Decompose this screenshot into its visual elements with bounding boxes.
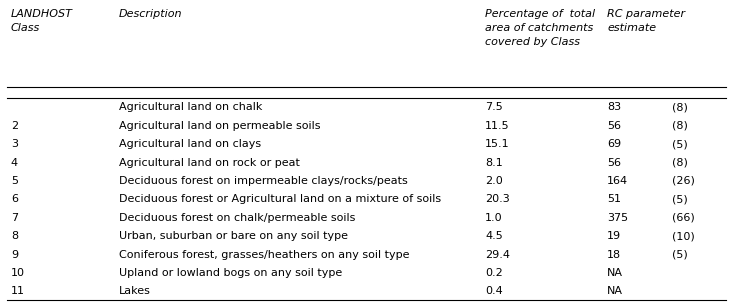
Text: Urban, suburban or bare on any soil type: Urban, suburban or bare on any soil type [119,231,347,241]
Text: 7.5: 7.5 [485,102,503,112]
Text: Deciduous forest on chalk/permeable soils: Deciduous forest on chalk/permeable soil… [119,213,355,223]
Text: (10): (10) [671,231,695,241]
Text: Deciduous forest on impermeable clays/rocks/peats: Deciduous forest on impermeable clays/ro… [119,176,408,186]
Text: 375: 375 [607,213,628,223]
Text: (8): (8) [671,158,688,167]
Text: 56: 56 [607,158,621,167]
Text: 51: 51 [607,194,621,204]
Text: 8.1: 8.1 [485,158,503,167]
Text: 164: 164 [607,176,628,186]
Text: 15.1: 15.1 [485,139,509,149]
Text: 8: 8 [11,231,18,241]
Text: 19: 19 [607,231,622,241]
Text: NA: NA [607,286,623,296]
Text: 4: 4 [11,158,18,167]
Text: 69: 69 [607,139,622,149]
Text: 20.3: 20.3 [485,194,509,204]
Text: Lakes: Lakes [119,286,150,296]
Text: 0.4: 0.4 [485,286,503,296]
Text: 4.5: 4.5 [485,231,503,241]
Text: 6: 6 [11,194,18,204]
Text: 7: 7 [11,213,18,223]
Text: Agricultural land on chalk: Agricultural land on chalk [119,102,262,112]
Text: Agricultural land on clays: Agricultural land on clays [119,139,261,149]
Text: Agricultural land on permeable soils: Agricultural land on permeable soils [119,121,320,131]
Text: 56: 56 [607,121,621,131]
Text: 18: 18 [607,249,622,259]
Text: Upland or lowland bogs on any soil type: Upland or lowland bogs on any soil type [119,268,342,278]
Text: 11: 11 [11,286,25,296]
Text: 83: 83 [607,102,622,112]
Text: (26): (26) [671,176,695,186]
Text: (5): (5) [671,249,688,259]
Text: 11.5: 11.5 [485,121,509,131]
Text: Percentage of  total
area of catchments
covered by Class: Percentage of total area of catchments c… [485,9,595,47]
Text: LANDHOST
Class: LANDHOST Class [11,9,73,33]
Text: Description: Description [119,9,183,19]
Text: 0.2: 0.2 [485,268,503,278]
Text: 10: 10 [11,268,25,278]
Text: Coniferous forest, grasses/heathers on any soil type: Coniferous forest, grasses/heathers on a… [119,249,409,259]
Text: RC parameter
estimate: RC parameter estimate [607,9,685,33]
Text: 29.4: 29.4 [485,249,510,259]
Text: (5): (5) [671,194,688,204]
Text: 2: 2 [11,121,18,131]
Text: (66): (66) [671,213,695,223]
Text: NA: NA [607,268,623,278]
Text: 1.0: 1.0 [485,213,503,223]
Text: Deciduous forest or Agricultural land on a mixture of soils: Deciduous forest or Agricultural land on… [119,194,441,204]
Text: 5: 5 [11,176,18,186]
Text: (5): (5) [671,139,688,149]
Text: (8): (8) [671,121,688,131]
Text: 2.0: 2.0 [485,176,503,186]
Text: 3: 3 [11,139,18,149]
Text: Agricultural land on rock or peat: Agricultural land on rock or peat [119,158,300,167]
Text: 9: 9 [11,249,18,259]
Text: (8): (8) [671,102,688,112]
